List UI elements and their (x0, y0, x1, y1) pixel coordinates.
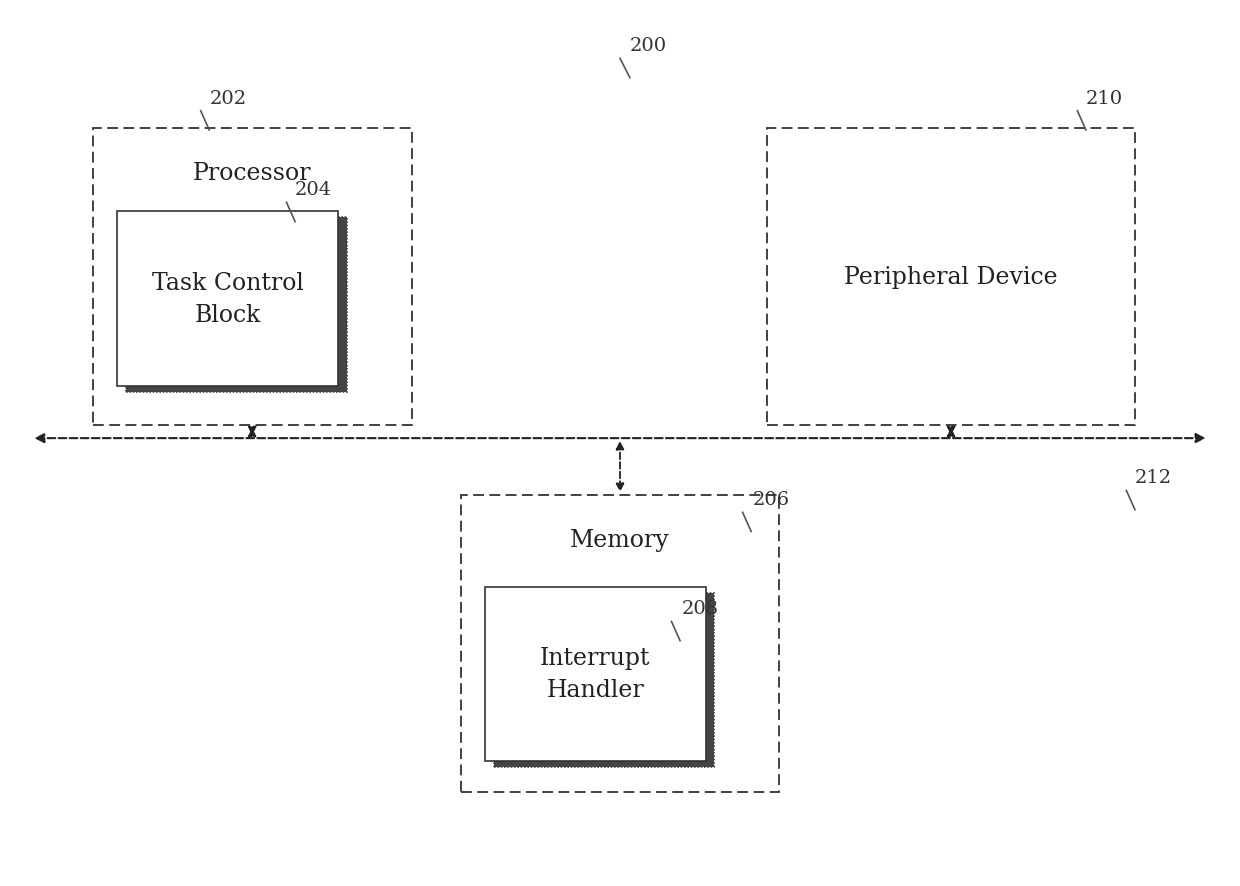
Bar (93, 129, 412, 425)
Text: 210: 210 (1086, 89, 1123, 107)
Text: Interrupt
Handler: Interrupt Handler (541, 647, 651, 702)
Bar (126, 218, 346, 392)
Text: 212: 212 (1135, 469, 1172, 487)
Bar (494, 593, 714, 767)
Text: 208: 208 (681, 600, 718, 618)
Bar (768, 129, 1135, 425)
Text: Memory: Memory (570, 528, 670, 551)
Text: Task Control
Block: Task Control Block (151, 272, 304, 327)
Text: 204: 204 (295, 181, 332, 199)
Text: 200: 200 (630, 37, 667, 55)
Bar (118, 212, 339, 386)
Bar (460, 495, 780, 792)
Text: 206: 206 (753, 491, 790, 509)
Bar (485, 587, 706, 761)
Text: Processor: Processor (193, 162, 311, 185)
Text: Peripheral Device: Peripheral Device (844, 266, 1058, 289)
Text: 202: 202 (210, 89, 247, 107)
